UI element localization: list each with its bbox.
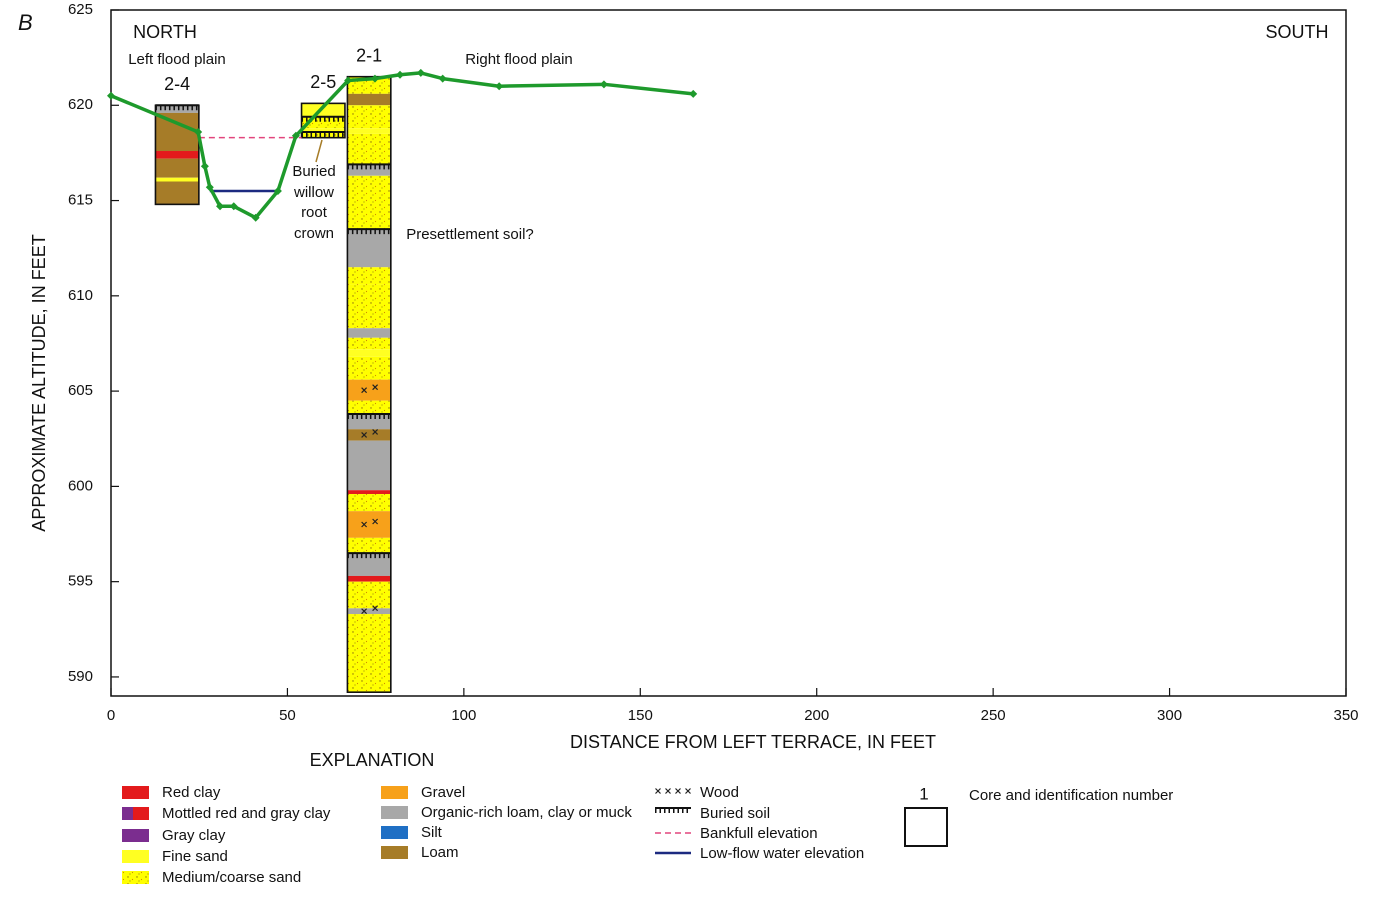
- chart: B DISTANCE FROM LEFT TERRACE, IN FEET AP…: [0, 0, 1376, 892]
- ground-point: [417, 69, 425, 77]
- x-axis-label: DISTANCE FROM LEFT TERRACE, IN FEET: [570, 732, 936, 752]
- leader-line: [316, 140, 322, 162]
- core-layer: [347, 429, 390, 440]
- legend-label: Buried soil: [700, 805, 770, 822]
- core-layer: [347, 105, 390, 128]
- legend-swatch: [122, 829, 149, 842]
- core-layer: [347, 582, 390, 609]
- ground-point: [495, 82, 503, 90]
- core-layer: [347, 357, 390, 380]
- ground-point: [396, 71, 404, 79]
- panel-label: B: [18, 10, 33, 35]
- x-tick-label: 200: [804, 707, 829, 724]
- y-axis-label: APPROXIMATE ALTITUDE, IN FEET: [29, 234, 49, 531]
- x-tick-label: 250: [981, 707, 1006, 724]
- core-layer: [347, 380, 390, 401]
- x-tick-label: 100: [451, 707, 476, 724]
- core-layer: [155, 178, 198, 182]
- legend-label: Loam: [421, 844, 459, 861]
- annotation: SOUTH: [1266, 22, 1329, 42]
- core-layer: [347, 614, 390, 692]
- annotation: Right flood plain: [465, 51, 573, 68]
- x-tick-label: 350: [1333, 707, 1358, 724]
- legend-label: Low-flow water elevation: [700, 845, 864, 862]
- legend-label: Red clay: [162, 784, 221, 801]
- core-layer: [347, 328, 390, 338]
- legend-label: Silt: [421, 824, 443, 841]
- y-tick-label: 600: [68, 477, 93, 494]
- core-layer: [347, 608, 390, 614]
- ground-point: [439, 75, 447, 83]
- core-layer: [347, 267, 390, 284]
- legend-label: Gray clay: [162, 827, 226, 844]
- ground-point: [201, 162, 209, 170]
- core-layer: [155, 159, 198, 178]
- x-tick-label: 150: [628, 707, 653, 724]
- annotation: root: [301, 204, 328, 221]
- legend-label: Bankfull elevation: [700, 825, 818, 842]
- core-layer: [347, 494, 390, 511]
- legend-swatch: [122, 850, 149, 863]
- legend-label: Gravel: [421, 784, 465, 801]
- core-label: 2-4: [164, 74, 190, 94]
- y-tick-label: 625: [68, 1, 93, 18]
- legend-swatch: [122, 871, 149, 884]
- legend-core-number: 1: [919, 784, 928, 803]
- ground-point: [689, 90, 697, 98]
- annotation: Buried: [292, 163, 335, 180]
- core-layer: [347, 128, 390, 134]
- legend-swatch: [381, 826, 408, 839]
- core-layer: [347, 134, 390, 164]
- annotation: Presettlement soil?: [406, 226, 534, 243]
- ground-point: [600, 80, 608, 88]
- x-tick-label: 300: [1157, 707, 1182, 724]
- core-layer: [347, 576, 390, 582]
- y-tick-label: 610: [68, 287, 93, 304]
- legend-swatch: [381, 786, 408, 799]
- plot-frame: [111, 10, 1346, 696]
- core-layer: [347, 94, 390, 105]
- legend-label: Fine sand: [162, 848, 228, 865]
- legend: Red clay Mottled red and gray clay Gray cl…: [122, 784, 1173, 886]
- core-layer: [347, 490, 390, 494]
- legend-label: Medium/coarse sand: [162, 869, 301, 886]
- legend-label: Core and identification number: [969, 787, 1173, 804]
- y-tick-label: 605: [68, 382, 93, 399]
- y-tick-label: 595: [68, 573, 93, 590]
- legend-swatch: [381, 806, 408, 819]
- legend-swatch: [122, 807, 133, 820]
- annotation: willow: [293, 184, 334, 201]
- core-layer: [155, 182, 198, 205]
- annotation: Left flood plain: [128, 51, 226, 68]
- x-tick-label: 50: [279, 707, 296, 724]
- x-tick-label: 0: [107, 707, 115, 724]
- core-label: 2-5: [310, 72, 336, 92]
- core-label: 2-1: [356, 45, 382, 65]
- y-tick-label: 590: [68, 668, 93, 685]
- legend-title: EXPLANATION: [310, 750, 435, 770]
- core-layer: [347, 401, 390, 414]
- core-layer: [155, 151, 198, 159]
- core-layer: [347, 538, 390, 553]
- core-layer: [347, 511, 390, 538]
- legend-label: Mottled red and gray clay: [162, 805, 331, 822]
- core-layer: [347, 349, 390, 357]
- core-layer: [347, 176, 390, 229]
- legend-swatch: [381, 846, 408, 859]
- y-tick-label: 620: [68, 96, 93, 113]
- annotation: NORTH: [133, 22, 197, 42]
- core-layer: [347, 284, 390, 328]
- core-layer: [347, 441, 390, 491]
- legend-core-box: [905, 808, 947, 846]
- legend-swatch: [122, 786, 149, 799]
- core-layer: [347, 229, 390, 267]
- core-layer: [347, 338, 390, 349]
- y-tick-label: 615: [68, 192, 93, 209]
- legend-label: Wood: [700, 784, 739, 801]
- legend-label: Organic-rich loam, clay or muck: [421, 804, 632, 821]
- annotation: crown: [294, 225, 334, 242]
